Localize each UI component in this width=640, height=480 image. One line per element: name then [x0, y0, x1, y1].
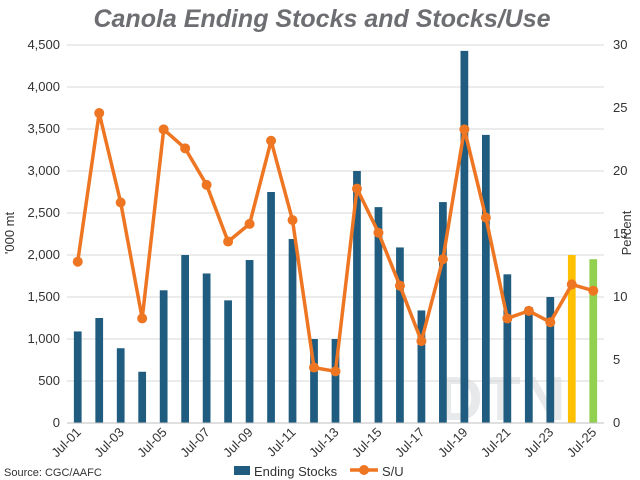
bar-ending-stocks	[267, 192, 275, 423]
x-tick-label: Jul-17	[392, 425, 428, 461]
su-point	[72, 256, 83, 267]
y-right-tick-label: 30	[613, 37, 627, 52]
su-point	[223, 236, 234, 247]
su-point	[287, 215, 298, 226]
su-point	[545, 317, 556, 328]
su-point	[566, 279, 577, 290]
bar-ending-stocks	[460, 50, 469, 423]
su-point	[480, 212, 491, 223]
su-point	[351, 183, 362, 194]
bar-ending-stocks	[589, 259, 598, 423]
legend-label-ending-stocks: Ending Stocks	[254, 464, 338, 479]
y-right-tick-label: 15	[613, 226, 627, 241]
su-point	[158, 124, 169, 135]
legend-label-su: S/U	[382, 464, 404, 479]
su-point	[115, 197, 126, 208]
su-point	[373, 227, 384, 238]
bar-ending-stocks	[567, 255, 576, 423]
su-point	[309, 362, 320, 373]
y-right-tick-label: 5	[613, 352, 620, 367]
y-right-tick-label: 25	[613, 100, 627, 115]
bar-ending-stocks	[374, 207, 383, 423]
bar-ending-stocks	[546, 297, 555, 423]
x-tick-label: Jul-15	[349, 425, 385, 461]
y-left-tick-label: 1,000	[27, 331, 60, 346]
y-left-tick-label: 3,000	[27, 163, 60, 178]
chart-title: Canola Ending Stocks and Stocks/Use	[93, 5, 550, 33]
ending-stocks-bars	[73, 50, 598, 423]
legend-swatch-ending-stocks	[234, 466, 250, 475]
su-line-path	[75, 111, 594, 374]
stocks-use-line	[72, 108, 599, 377]
y-right-tick-label: 0	[613, 415, 620, 430]
su-point	[394, 280, 405, 291]
bar-ending-stocks	[288, 239, 297, 423]
y-left-tick-label: 4,000	[27, 79, 60, 94]
bar-ending-stocks	[73, 331, 82, 423]
bar-ending-stocks	[439, 202, 447, 423]
gridlines	[67, 44, 604, 382]
bar-ending-stocks	[524, 307, 533, 423]
x-tick-label: Jul-13	[306, 425, 342, 461]
bar-ending-stocks	[310, 339, 318, 423]
y-right-tick-label: 10	[613, 289, 627, 304]
su-point	[502, 313, 513, 324]
x-tick-label: Jul-07	[177, 425, 213, 461]
source-note: Source: CGC/AAFC	[4, 467, 102, 479]
bar-ending-stocks	[116, 348, 125, 423]
su-point	[266, 135, 277, 146]
y-left-tick-label: 2,000	[27, 247, 60, 262]
su-point	[330, 366, 341, 377]
bar-ending-stocks	[159, 290, 168, 423]
x-tick-label: Jul-11	[264, 425, 299, 460]
bar-ending-stocks	[353, 171, 361, 423]
bar-ending-stocks	[202, 273, 211, 423]
y-left-tick-label: 3,500	[27, 121, 60, 136]
su-point	[588, 285, 599, 296]
su-point	[94, 108, 105, 119]
bar-ending-stocks	[95, 318, 104, 423]
su-point	[180, 143, 191, 154]
bar-ending-stocks	[503, 274, 512, 423]
x-tick-label: Jul-05	[134, 425, 170, 461]
y-left-tick-label: 2,500	[27, 205, 60, 220]
bar-ending-stocks	[481, 134, 490, 423]
y-axis-right-label: Percent	[619, 210, 634, 255]
x-tick-label: Jul-25	[564, 425, 600, 461]
bar-ending-stocks	[224, 300, 232, 423]
y-right-tick-label: 20	[613, 163, 627, 178]
su-point	[201, 179, 212, 190]
su-point	[459, 124, 470, 135]
y-axis-left-label: '000 mt	[2, 212, 17, 255]
legend: Ending Stocks S/U	[234, 464, 404, 479]
bar-ending-stocks	[396, 247, 404, 423]
su-point	[416, 336, 427, 347]
x-tick-label: Jul-09	[220, 425, 256, 461]
su-point	[437, 254, 448, 265]
y-left-tick-label: 0	[53, 415, 60, 430]
legend-swatch-su-marker	[359, 465, 369, 475]
y-left-tick-label: 500	[38, 373, 60, 388]
su-point	[137, 313, 148, 324]
y-left-tick-label: 4,500	[27, 37, 60, 52]
bar-ending-stocks	[417, 310, 426, 423]
su-point	[523, 305, 534, 316]
y-left-tick-label: 1,500	[27, 289, 60, 304]
bar-ending-stocks	[331, 339, 340, 423]
bar-ending-stocks	[181, 255, 190, 423]
bar-ending-stocks	[138, 371, 147, 423]
dtn-watermark: DTN	[438, 365, 565, 434]
su-point	[244, 218, 255, 229]
x-tick-label: Jul-03	[91, 425, 127, 461]
bar-ending-stocks	[245, 260, 254, 423]
